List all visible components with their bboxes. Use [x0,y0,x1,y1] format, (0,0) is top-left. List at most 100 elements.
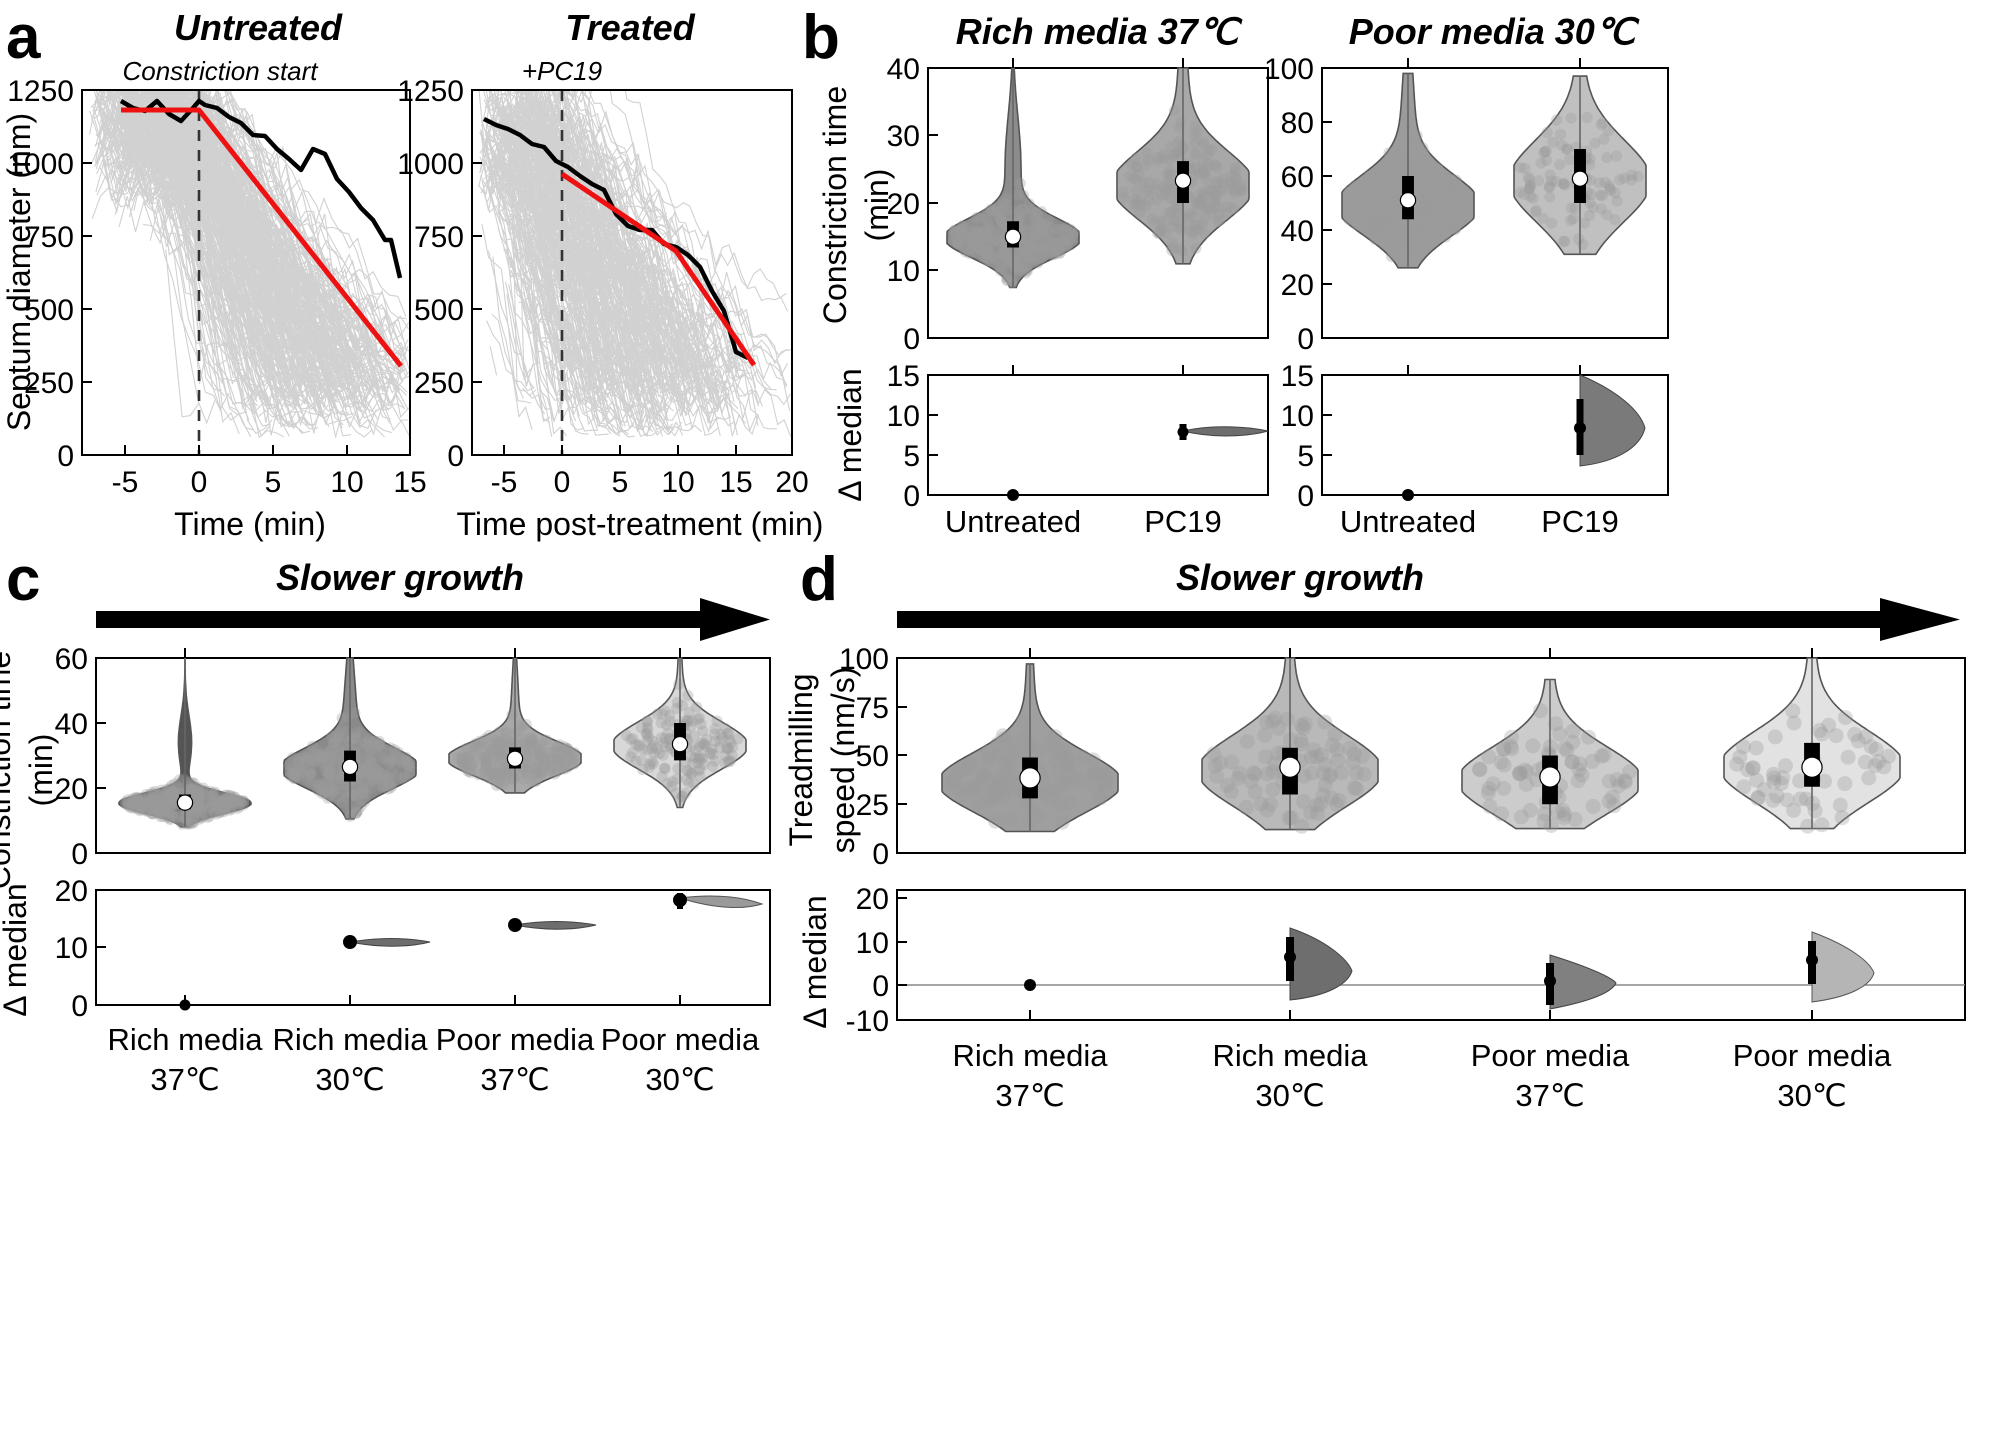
panel-b-right-delta-point [1574,422,1586,434]
violin-data-point [1044,733,1060,749]
violin-data-point [1786,715,1802,731]
violin-data-point [191,807,203,819]
violin-data-point [553,739,566,751]
violin-data-point [1450,174,1462,186]
violin-data-point [493,740,505,752]
violin-data-point [985,246,997,258]
violin-data-point [167,796,179,808]
violin-data-point [333,730,345,742]
violin-data-point [1482,799,1498,814]
violin-data-point [568,757,580,769]
violin-data-point [981,214,994,226]
violin-data-point [1512,765,1528,781]
violin-data-point [950,225,962,237]
violin-data-point [322,769,334,781]
violin-data-point [995,209,1008,221]
violin-data-point [1358,221,1370,233]
violin-data-point [1003,254,1015,266]
violin-data-point [1183,225,1195,237]
violin-data-point [1001,192,1014,204]
violin-data-point [133,798,145,810]
xtick-label: 15 [719,466,752,499]
violin-data-point [164,812,176,824]
violin-data-point [1024,736,1040,751]
violin-data-point [1191,149,1203,161]
violin-data-point [128,798,140,810]
violin-data-point [196,804,208,816]
violin-data-point [1193,168,1205,180]
violin-data-point [1047,729,1063,745]
violin-data-point [1594,748,1610,764]
category-line1: Poor media [1733,1038,1892,1073]
violin-data-point [1832,797,1848,813]
violin-data-point [1211,177,1223,189]
violin-data-point [1035,216,1047,229]
violin-data-point [1792,791,1808,807]
violin-data-point [1374,233,1386,245]
violin-data-point [1388,244,1401,256]
violin-data-point [1016,221,1028,234]
panel-c-yticks: 0 20 40 60 [55,643,106,871]
violin-data-point [166,779,178,792]
panel-c-delta-plot: 0 10 20 Δ median Rich media 37℃ Rich med… [0,875,771,1097]
violin-data-point [521,757,533,769]
violin-data-point [148,805,160,817]
violin-data-point [1208,196,1220,208]
violin-data-point [495,771,507,783]
violin-data-point [292,754,304,766]
violin-data-point [978,231,990,243]
violin-data-point [369,735,381,747]
violin-data-point [324,749,336,762]
violin-data-point [1060,240,1072,252]
violin-data-point [559,741,571,753]
panel-b-right-category-pc19: PC19 [1541,504,1619,539]
violin-data-point [327,786,339,798]
panel-letter-b: b [802,3,840,72]
violin-data-point [1351,195,1363,207]
violin-data-point [356,765,368,778]
violin-data-point [550,755,563,767]
violin-data-point [980,751,996,767]
violin-data-point [1413,215,1425,227]
violin-data-point [1351,206,1363,218]
violin-data-point [215,795,227,807]
violin-data-point [722,742,734,754]
violin-data-point [481,759,493,771]
violin-data-point [1419,155,1431,167]
violin-data-point [1618,172,1630,184]
violin-data-point [536,752,548,764]
violin-data-point [305,777,317,789]
violin-data-point [1044,220,1056,232]
violin-data-point [1440,197,1452,210]
violin-data-point [1732,749,1748,765]
violin-data-point [517,767,529,779]
violin-data-point [315,754,328,766]
violin-data-point [1412,175,1424,187]
violin-data-point [1131,196,1143,208]
violin-data-point [1522,171,1534,183]
violin-data-point [1134,199,1147,211]
violin-data-point [384,756,396,768]
violin-data-point [1150,194,1163,206]
violin-data-point [561,750,573,762]
category-line2: 37℃ [995,1078,1064,1113]
violin-data-point [154,796,166,808]
violin-data-point [1198,213,1210,225]
violin-data-point [1265,713,1280,729]
violin-data-point [1074,773,1090,789]
violin-data-point [486,743,498,756]
violin-data-point [1117,186,1129,198]
violin-data-point [1331,793,1347,808]
violin-data-point [383,777,395,789]
violin-data-point [223,796,235,809]
violin-data-point [199,789,211,802]
violin-data-point [966,238,979,250]
violin-data-point [1025,235,1037,247]
violin-data-point [1016,259,1028,271]
violin-data-point [998,219,1010,231]
violin-data-point [127,802,139,814]
violin-data-point [1189,120,1201,132]
violin-data-point [1021,249,1033,261]
violin-data-point [1446,221,1458,233]
violin-data-point [383,772,395,784]
